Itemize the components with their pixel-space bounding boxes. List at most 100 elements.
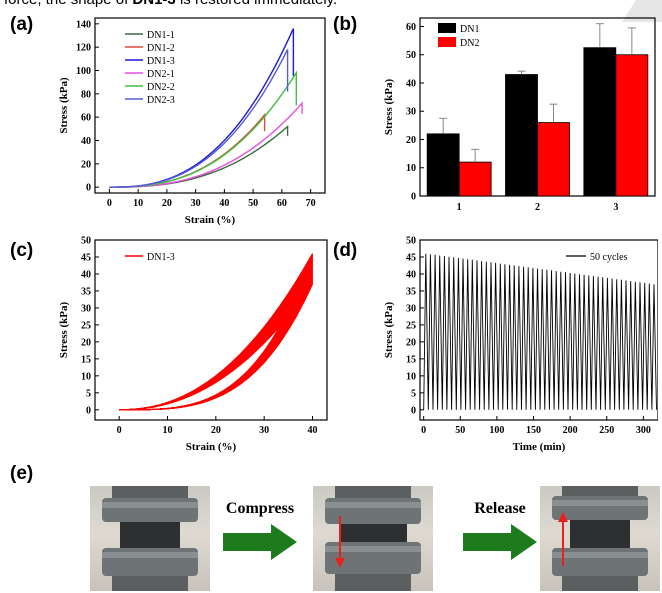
x-tick-label: 20	[211, 425, 221, 436]
y-tick-label: 5	[86, 388, 91, 399]
y-tick-label: 50	[406, 236, 416, 247]
cycle-loop	[119, 268, 314, 411]
legend-label: DN1-3	[147, 252, 175, 263]
cycle-loop	[119, 278, 314, 411]
cycle-loop	[119, 271, 314, 411]
legend-label: DN1	[460, 24, 479, 35]
x-tick-label: 40	[219, 198, 229, 209]
x-tick-label: 60	[277, 198, 287, 209]
cycle-loop	[119, 274, 314, 411]
y-tick-label: 25	[81, 320, 91, 331]
y-tick-label: 5	[411, 388, 416, 399]
cycle-loop	[119, 279, 313, 411]
y-tick-label: 0	[411, 405, 416, 416]
bar-dn1	[505, 74, 538, 197]
y-tick-label: 35	[406, 286, 416, 297]
series-line-dn1-2	[109, 112, 266, 188]
cycle-loop	[119, 268, 314, 411]
y-tick-label: 20	[406, 337, 416, 348]
compression-rig-image	[552, 486, 648, 591]
y-tick-label: 120	[76, 43, 91, 54]
cyclic-stress-line	[423, 253, 657, 410]
y-tick-label: 40	[406, 269, 416, 280]
x-axis-label: Strain (%)	[186, 441, 237, 453]
cycle-loop	[119, 278, 313, 411]
series-line-dn2-2	[109, 70, 297, 188]
y-tick-label: 35	[81, 286, 91, 297]
cycle-loop	[119, 272, 314, 411]
y-tick-label: 0	[411, 192, 416, 203]
x-tick-label: 40	[308, 425, 318, 436]
x-tick-label: 150	[526, 425, 541, 436]
x-tick-label: 100	[489, 425, 504, 436]
x-tick-label: 200	[563, 425, 578, 436]
y-tick-label: 140	[76, 19, 91, 30]
x-axis-label: Time (min)	[513, 441, 566, 453]
cycle-loop	[119, 283, 313, 411]
y-tick-label: 40	[406, 78, 416, 89]
legend-label: 50 cycles	[590, 252, 628, 263]
cycle-loop	[119, 267, 314, 411]
chart-c: 0 10 20 30 40 0 5 10 15 20 25 30 35 40 45 50 Strain (%) S…	[58, 236, 328, 453]
photo-after-release	[540, 486, 660, 591]
y-tick-label: 100	[76, 66, 91, 77]
y-tick-label: 60	[406, 22, 416, 33]
release-label: Release	[474, 500, 526, 517]
panel-label-b: (b)	[333, 14, 358, 35]
x-tick-label: 10	[133, 198, 143, 209]
cycle-loop	[119, 276, 314, 411]
y-tick-label: 15	[81, 354, 91, 365]
bar-dn1	[583, 47, 617, 197]
legend-label: DN2	[460, 38, 479, 49]
caption-text-end: is restored immediately.	[176, 0, 337, 8]
cycle-loop	[119, 269, 314, 411]
cycle-loop	[119, 270, 314, 411]
x-tick-label: 250	[599, 425, 614, 436]
chart-d: 0 50 100 150 200 250 300 0 5 10 15 20 25 30 35 40 45 50 Ti…	[383, 236, 658, 453]
y-tick-label: 10	[81, 371, 91, 382]
bar-dn2	[458, 161, 492, 197]
y-tick-label: 45	[81, 252, 91, 263]
cycle-loop	[119, 273, 314, 411]
right-arrow-icon	[463, 524, 537, 560]
series-line-dn1-3	[109, 28, 295, 188]
hysteresis-loops	[119, 253, 314, 411]
cycle-loop	[119, 275, 314, 411]
x-tick-label: 0	[421, 425, 426, 436]
legend-label: DN2-3	[147, 95, 175, 106]
panel-label-e: (e)	[10, 463, 34, 484]
legend-label: DN1-1	[147, 30, 175, 41]
plot-frame	[94, 239, 328, 421]
x-tick-label: 30	[191, 198, 201, 209]
panel-label-d: (d)	[333, 240, 358, 261]
cycle-loop	[119, 273, 314, 411]
cycle-loop	[119, 277, 314, 411]
chart-a: 0 10 20 30 40 50 60 70 0 20 40 60 80 100 120 140 Strain …	[58, 17, 326, 226]
panel-label-c: (c)	[10, 240, 34, 261]
x-tick-label: 0	[107, 198, 112, 209]
x-tick-label: 20	[162, 198, 172, 209]
x-tick-label: 70	[306, 198, 316, 209]
compression-rig-image	[102, 486, 198, 591]
x-tick-label: 50	[248, 198, 258, 209]
series-line-dn1-1	[109, 124, 289, 188]
x-tick-label: 0	[117, 425, 122, 436]
cycle-loop	[119, 275, 314, 411]
y-tick-label: 25	[406, 320, 416, 331]
y-tick-label: 30	[81, 303, 91, 314]
photo-before-compress	[90, 486, 210, 591]
bar-dn2	[537, 122, 570, 197]
y-tick-label: 0	[86, 183, 91, 194]
x-tick-label: 30	[259, 425, 269, 436]
y-axis-label: Stress (kPa)	[383, 79, 395, 136]
y-tick-label: 45	[406, 252, 416, 263]
compression-rig-image	[325, 486, 421, 591]
x-tick-label: 10	[163, 425, 173, 436]
y-tick-label: 40	[81, 136, 91, 147]
y-tick-label: 20	[81, 337, 91, 348]
y-tick-label: 50	[406, 50, 416, 61]
y-tick-label: 20	[81, 159, 91, 170]
plot-frame	[419, 239, 658, 421]
cycle-loop	[119, 276, 314, 411]
y-tick-label: 0	[86, 405, 91, 416]
